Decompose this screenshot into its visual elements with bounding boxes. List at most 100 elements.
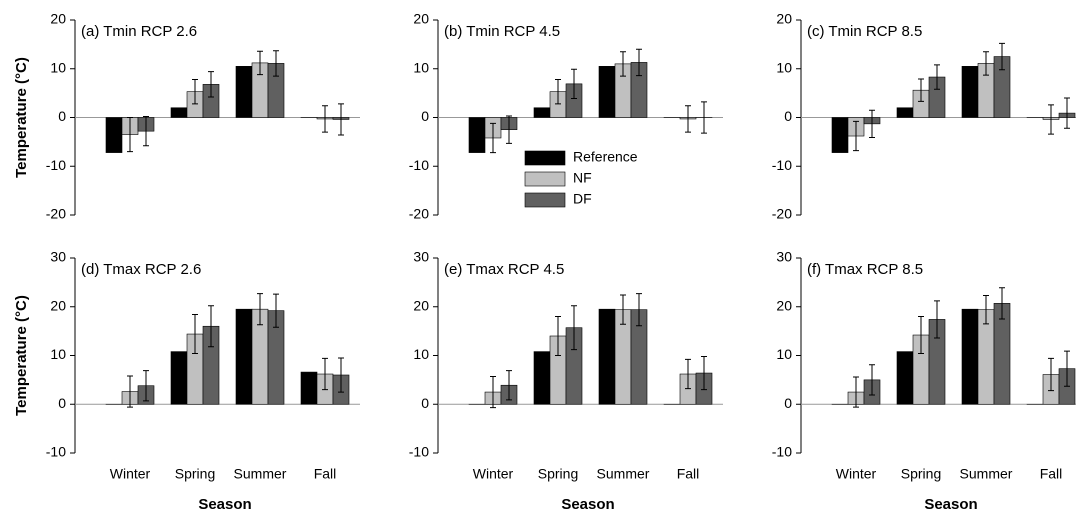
y-axis-label: Temperature (°C) [13, 295, 30, 416]
error-bar [490, 375, 496, 409]
legend-swatch [524, 192, 566, 208]
error-bar [636, 293, 642, 327]
bar [961, 308, 979, 405]
legend-swatch [524, 171, 566, 187]
bar [831, 117, 849, 153]
x-tick-label: Spring [538, 466, 578, 482]
y-axis-label: Temperature (°C) [13, 57, 30, 178]
legend-swatch [524, 150, 566, 166]
error-bar [1064, 97, 1070, 129]
y-tick-label: 10 [50, 346, 66, 362]
error-bar [1048, 104, 1054, 135]
y-tick-label: 0 [421, 108, 429, 124]
y-tick-label: 10 [50, 59, 66, 75]
error-bar [273, 50, 279, 77]
error-bar [701, 101, 707, 134]
y-tick-label: 0 [58, 395, 66, 411]
error-bar [208, 71, 214, 98]
error-bar [999, 42, 1005, 71]
panel-title: (d) Tmax RCP 2.6 [81, 261, 201, 278]
x-tick-label: Fall [677, 466, 700, 482]
y-tick-label: -10 [772, 444, 792, 460]
panel-title: (a) Tmin RCP 2.6 [81, 23, 197, 40]
error-bar [273, 293, 279, 328]
y-tick-label: 20 [50, 11, 66, 27]
legend-label: Reference [573, 149, 638, 165]
error-bar [571, 305, 577, 351]
error-bar [934, 64, 940, 90]
error-bar [192, 314, 198, 355]
error-bar [1064, 350, 1070, 387]
error-bar [322, 105, 328, 133]
x-tick-label: Spring [175, 466, 215, 482]
error-bar [338, 357, 344, 393]
y-tick-label: -20 [409, 206, 429, 222]
error-bar [1048, 357, 1054, 392]
x-tick-label: Winter [473, 466, 514, 482]
error-bar [869, 364, 875, 396]
error-bar [506, 370, 512, 401]
y-tick-label: -10 [409, 444, 429, 460]
y-tick-label: 0 [58, 108, 66, 124]
error-bar [490, 122, 496, 154]
error-bar [853, 376, 859, 408]
y-tick-label: 10 [413, 346, 429, 362]
y-tick-label: 10 [776, 346, 792, 362]
bar [896, 351, 914, 405]
y-tick-label: 0 [784, 395, 792, 411]
y-tick-label: 20 [776, 11, 792, 27]
y-tick-label: -10 [409, 157, 429, 173]
error-bar [506, 115, 512, 144]
x-tick-label: Winter [836, 466, 877, 482]
panel-title: (e) Tmax RCP 4.5 [444, 261, 564, 278]
error-bar [983, 51, 989, 76]
bar [105, 117, 123, 153]
bar [533, 351, 551, 405]
error-bar [127, 117, 133, 153]
x-tick-label: Summer [597, 466, 650, 482]
y-tick-label: 20 [50, 297, 66, 313]
x-tick-label: Spring [901, 466, 941, 482]
bar [300, 371, 318, 405]
bar [961, 66, 979, 118]
error-bar [636, 48, 642, 77]
error-bar [555, 316, 561, 356]
x-tick-label: Summer [234, 466, 287, 482]
error-bar [869, 109, 875, 138]
error-bar [338, 103, 344, 136]
legend-label: DF [573, 191, 592, 207]
error-bar [571, 68, 577, 99]
y-tick-label: 0 [421, 395, 429, 411]
error-bar [983, 295, 989, 325]
x-axis-label: Season [561, 496, 614, 513]
error-bar [208, 305, 214, 348]
error-bar [701, 355, 707, 391]
panel-title: (c) Tmin RCP 8.5 [807, 23, 922, 40]
y-tick-label: 30 [776, 249, 792, 265]
x-tick-label: Winter [110, 466, 151, 482]
error-bar [918, 316, 924, 355]
legend-label: NF [573, 170, 592, 186]
y-tick-label: -10 [772, 157, 792, 173]
x-tick-label: Summer [960, 466, 1013, 482]
y-tick-label: 10 [776, 59, 792, 75]
y-tick-label: 20 [413, 297, 429, 313]
error-bar [918, 78, 924, 102]
bar [235, 66, 253, 118]
bar [235, 308, 253, 405]
x-tick-label: Fall [1040, 466, 1063, 482]
x-tick-label: Fall [314, 466, 337, 482]
bar [468, 117, 486, 153]
error-bar [853, 120, 859, 152]
bar [598, 66, 616, 118]
error-bar [620, 51, 626, 77]
error-bar [685, 105, 691, 133]
x-axis-label: Season [924, 496, 977, 513]
bar [896, 107, 914, 118]
error-bar [934, 300, 940, 339]
error-bar [143, 370, 149, 402]
bar [170, 107, 188, 118]
error-bar [257, 50, 263, 76]
bar [170, 351, 188, 405]
